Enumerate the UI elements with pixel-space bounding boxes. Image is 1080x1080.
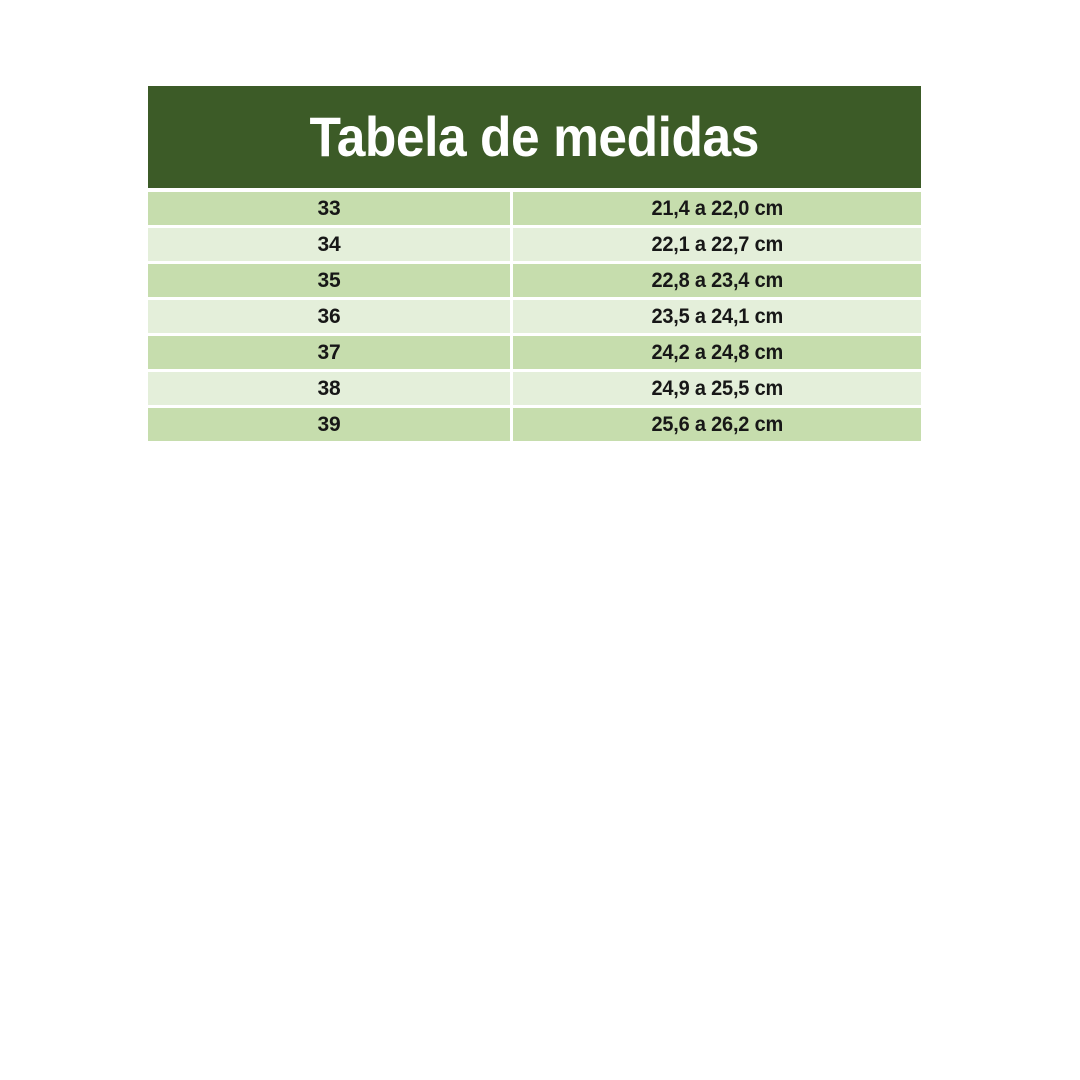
- table-cell-size: 37: [148, 336, 510, 369]
- measurement-value: 24,2 a 24,8 cm: [651, 340, 783, 364]
- size-chart-header: Tabela de medidas: [148, 86, 921, 188]
- measurement-value: 24,9 a 25,5 cm: [651, 376, 783, 400]
- table-row: 35 22,8 a 23,4 cm: [148, 264, 921, 297]
- size-chart-table: Tabela de medidas 33 21,4 a 22,0 cm 34 2…: [148, 86, 921, 441]
- table-row: 36 23,5 a 24,1 cm: [148, 300, 921, 333]
- table-row: 37 24,2 a 24,8 cm: [148, 336, 921, 369]
- table-cell-measurement: 24,9 a 25,5 cm: [513, 372, 921, 405]
- measurement-value: 21,4 a 22,0 cm: [651, 196, 783, 220]
- table-cell-measurement: 23,5 a 24,1 cm: [513, 300, 921, 333]
- table-cell-size: 34: [148, 228, 510, 261]
- measurement-value: 25,6 a 26,2 cm: [651, 412, 783, 436]
- table-cell-measurement: 25,6 a 26,2 cm: [513, 408, 921, 441]
- table-cell-size: 38: [148, 372, 510, 405]
- size-value: 39: [317, 412, 341, 436]
- size-value: 34: [317, 232, 341, 256]
- size-chart-body: 33 21,4 a 22,0 cm 34 22,1 a 22,7 cm 35 2…: [148, 192, 921, 441]
- table-cell-size: 33: [148, 192, 510, 225]
- table-row: 34 22,1 a 22,7 cm: [148, 228, 921, 261]
- measurement-value: 23,5 a 24,1 cm: [651, 304, 783, 328]
- size-value: 36: [317, 304, 341, 328]
- measurement-value: 22,1 a 22,7 cm: [651, 232, 783, 256]
- table-cell-size: 36: [148, 300, 510, 333]
- table-row: 39 25,6 a 26,2 cm: [148, 408, 921, 441]
- table-cell-measurement: 22,1 a 22,7 cm: [513, 228, 921, 261]
- size-value: 38: [317, 376, 341, 400]
- size-value: 37: [317, 340, 341, 364]
- table-cell-size: 35: [148, 264, 510, 297]
- size-value: 33: [317, 196, 341, 220]
- table-row: 33 21,4 a 22,0 cm: [148, 192, 921, 225]
- page-title: Tabela de medidas: [309, 105, 760, 168]
- table-row: 38 24,9 a 25,5 cm: [148, 372, 921, 405]
- size-value: 35: [317, 268, 341, 292]
- table-cell-size: 39: [148, 408, 510, 441]
- table-cell-measurement: 22,8 a 23,4 cm: [513, 264, 921, 297]
- measurement-value: 22,8 a 23,4 cm: [651, 268, 783, 292]
- table-cell-measurement: 24,2 a 24,8 cm: [513, 336, 921, 369]
- table-cell-measurement: 21,4 a 22,0 cm: [513, 192, 921, 225]
